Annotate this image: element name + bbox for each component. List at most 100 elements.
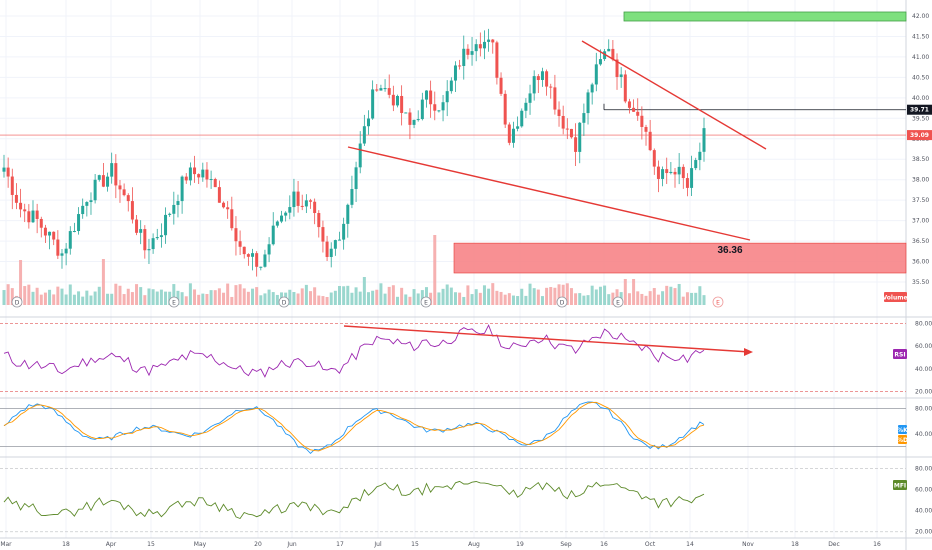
volume-bar — [300, 288, 304, 305]
volume-bar — [48, 289, 52, 305]
stoch-k-tag-label: %K — [897, 427, 908, 434]
volume-bar — [358, 291, 362, 305]
volume-bar — [511, 295, 515, 305]
candle-body — [574, 137, 578, 152]
volume-bar — [251, 288, 255, 305]
price-axis[interactable]: 42.0041.5041.0040.5040.0039.5039.0038.50… — [907, 13, 932, 286]
volume-bar — [6, 284, 10, 305]
volume-bar — [263, 293, 267, 305]
candle-body — [379, 88, 383, 91]
candle-body — [275, 221, 279, 226]
candle-body — [201, 169, 205, 178]
volume-bar — [350, 292, 354, 305]
volume-bar — [412, 289, 416, 305]
volume-bar — [375, 289, 379, 305]
event-marker-label: D — [15, 300, 20, 307]
candle-body — [263, 254, 267, 267]
candle-body — [540, 71, 544, 80]
candle-body — [114, 163, 118, 186]
price-tick-label: 41.50 — [912, 33, 929, 40]
price-tick-label: 38.50 — [912, 156, 929, 163]
volume-bar — [565, 283, 569, 305]
candle-body — [615, 59, 619, 77]
volume-bar — [147, 288, 151, 305]
candle-body — [333, 240, 337, 249]
volume-bar — [561, 284, 565, 305]
volume-bar — [648, 291, 652, 305]
volume-bar — [72, 294, 76, 305]
candle-body — [19, 202, 23, 210]
candle-body — [81, 205, 85, 215]
candle-body — [644, 126, 648, 132]
candle-body — [578, 122, 582, 152]
trendline-drawings[interactable] — [347, 40, 767, 241]
candle-body — [6, 167, 10, 177]
candle-body — [391, 94, 395, 106]
volume-bar — [267, 289, 271, 305]
volume-bar — [702, 295, 706, 305]
candle-body — [416, 119, 420, 121]
candle-body — [681, 166, 685, 179]
volume-bar — [524, 295, 528, 305]
candle-body — [97, 175, 101, 180]
volume-bar — [516, 296, 520, 305]
volume-bar — [487, 288, 491, 305]
mfi-line — [3, 480, 705, 520]
volume-bar — [342, 286, 346, 305]
volume-bar — [126, 288, 130, 305]
volume-bar — [681, 296, 685, 305]
candle-body — [478, 44, 482, 49]
candle-body — [317, 213, 321, 228]
candle-body — [39, 218, 43, 228]
candle-body — [304, 200, 308, 207]
volume-bar — [325, 296, 329, 305]
volume-bar — [495, 290, 499, 305]
volume-bar — [470, 294, 474, 305]
candle-body — [673, 171, 677, 175]
candle-body — [23, 209, 27, 212]
candle-body — [482, 41, 486, 49]
volume-bar — [155, 291, 159, 305]
volume-bar — [222, 292, 226, 305]
candle-body — [665, 169, 669, 174]
volume-bar — [39, 294, 43, 305]
volume-bar — [640, 293, 644, 305]
candle-body — [569, 128, 573, 138]
price-tag-label: 39.09 — [910, 132, 929, 139]
date-axis[interactable]: Mar 18 Apr 15 May 20 Jun 17 Jul 15 Aug 19 Sep 16 Oct 14… — [0, 541, 881, 548]
volume-bar — [395, 296, 399, 305]
candle-body — [346, 204, 350, 224]
volume-bar — [391, 285, 395, 305]
candle-body — [284, 212, 288, 216]
candle-body — [690, 168, 694, 188]
volume-bar — [553, 287, 557, 305]
volume-bar — [60, 288, 64, 305]
rsi-divergence-line — [343, 325, 751, 353]
date-tick-label: 16 — [600, 541, 608, 548]
stoch-d-line — [3, 401, 705, 452]
candle-body — [536, 76, 540, 80]
volume-bar — [536, 289, 540, 305]
candle-body — [159, 235, 163, 238]
rsi-divergence-arrow — [744, 348, 753, 356]
candle-body — [623, 74, 627, 102]
volume-bar — [255, 287, 259, 305]
candle-body — [122, 189, 126, 196]
date-tick-label: Mar — [0, 541, 12, 548]
volume-bar — [652, 288, 656, 305]
volume-bar — [35, 287, 39, 305]
volume-bar — [259, 295, 263, 305]
volume-bar — [184, 296, 188, 305]
volume-bar — [197, 294, 201, 305]
volume-bar — [168, 291, 172, 305]
volume-bar — [85, 290, 89, 305]
volume-bar — [366, 292, 370, 305]
date-tick-label: 17 — [336, 541, 344, 548]
volume-bar — [77, 291, 81, 305]
volume-bar — [520, 288, 524, 305]
volume-bar — [2, 290, 6, 305]
candle-body — [408, 112, 412, 125]
rsi-pane: 80.00 60.00 40.00 20.00 RSI — [0, 321, 932, 395]
price-tag — [907, 130, 932, 141]
